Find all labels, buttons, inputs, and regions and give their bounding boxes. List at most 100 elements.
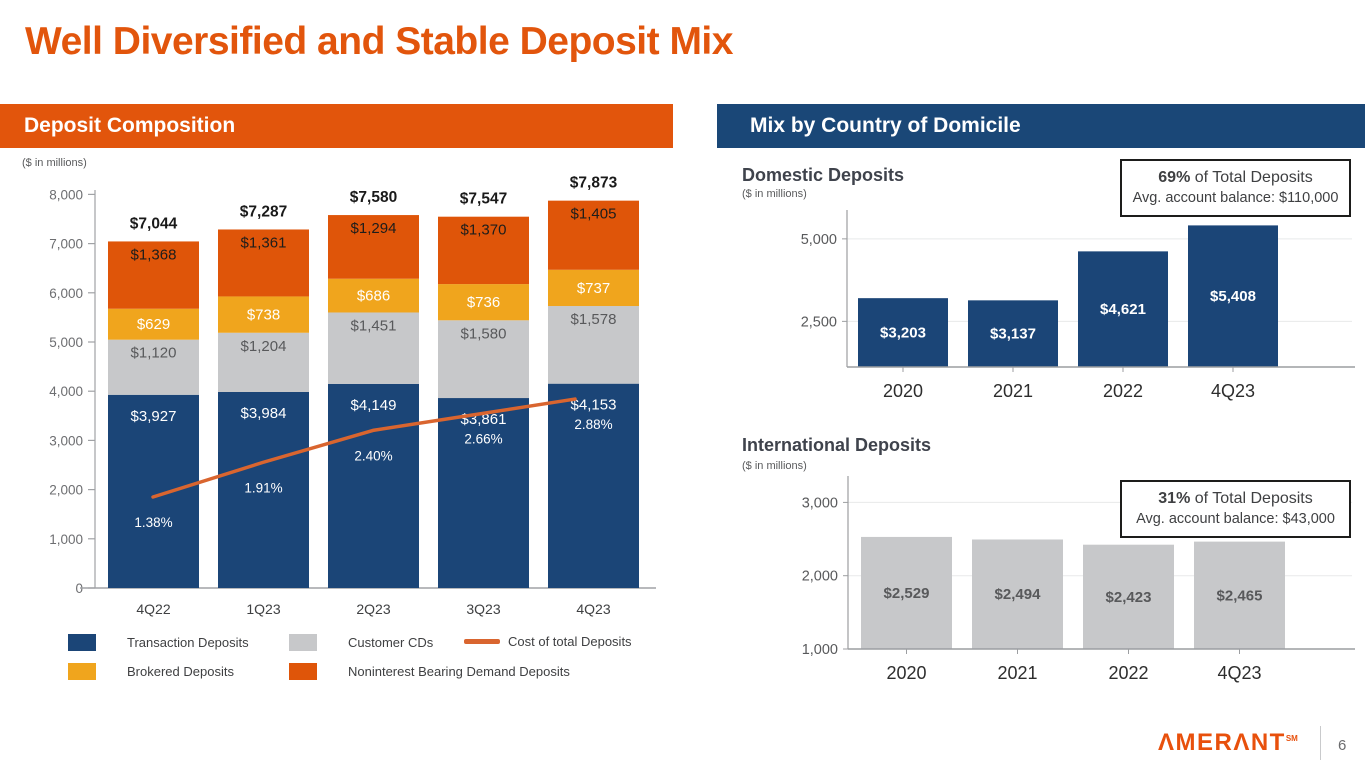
deposit-composition-chart: 0 1,000 2,000 3,000 4,000 5,000 6,000 7,000 8,00… bbox=[49, 175, 656, 617]
segment-value-label: $1,294 bbox=[351, 220, 397, 237]
segment-value-label: $3,984 bbox=[241, 405, 287, 422]
page-title: Well Diversified and Stable Deposit Mix bbox=[25, 20, 733, 63]
legend-item-noninterest-bearing-demand-deposits: Noninterest Bearing Demand Deposits bbox=[289, 663, 570, 680]
y-tick-label: 5,000 bbox=[49, 335, 83, 350]
bar-segment-customer-cds bbox=[328, 312, 419, 384]
y-tick-label: 7,000 bbox=[49, 237, 83, 252]
x-axis-label: 2Q23 bbox=[356, 601, 390, 617]
deposit-composition-header: Deposit Composition bbox=[24, 114, 236, 137]
bar-segment-noninterest-bearing-demand-deposits bbox=[438, 216, 529, 285]
bar-segment-brokered-deposits bbox=[108, 308, 199, 340]
bar-value-label: $2,529 bbox=[884, 585, 930, 602]
units-label-domestic: ($ in millions) bbox=[742, 188, 807, 200]
bar-total-label: $7,287 bbox=[240, 203, 287, 220]
y-tick-label: 3,000 bbox=[802, 495, 838, 511]
y-tick-label: 6,000 bbox=[49, 286, 83, 301]
segment-value-label: $4,153 bbox=[571, 397, 617, 414]
bar-segment-transaction-deposits bbox=[328, 383, 419, 588]
amerant-logo-sm-mark: SM bbox=[1285, 734, 1298, 743]
segment-value-label: $1,120 bbox=[131, 345, 177, 362]
bar-value-label: $3,203 bbox=[880, 325, 926, 342]
international-percent-caption: of Total Deposits bbox=[1190, 490, 1313, 507]
segment-value-label: $1,405 bbox=[571, 206, 617, 223]
footer-divider bbox=[1320, 726, 1321, 760]
segment-value-label: $737 bbox=[577, 280, 610, 297]
bar-segment-noninterest-bearing-demand-deposits bbox=[218, 229, 309, 297]
mix-by-country-header: Mix by Country of Domicile bbox=[750, 114, 1021, 137]
x-axis-label: 2020 bbox=[886, 663, 926, 683]
bar-segment-brokered-deposits bbox=[328, 278, 419, 313]
page-number: 6 bbox=[1338, 737, 1347, 754]
bar-segment-transaction-deposits bbox=[438, 398, 529, 588]
segment-value-label: $3,927 bbox=[131, 408, 177, 425]
amerant-logo-text: ΛMERΛNT bbox=[1158, 729, 1286, 756]
x-axis-label: 2022 bbox=[1108, 663, 1148, 683]
domestic-percent: 69% bbox=[1158, 169, 1191, 186]
bar-segment-transaction-deposits bbox=[108, 394, 199, 588]
bar-total-label: $7,547 bbox=[460, 191, 507, 208]
bar-total-label: $7,873 bbox=[570, 175, 618, 192]
legend-label: Brokered Deposits bbox=[127, 664, 234, 679]
domestic-deposits-title: Domestic Deposits bbox=[742, 165, 905, 185]
x-axis-label: 4Q23 bbox=[1211, 381, 1255, 401]
bar-segment-transaction-deposits bbox=[548, 383, 639, 588]
segment-value-label: $1,370 bbox=[461, 222, 507, 239]
units-label-international: ($ in millions) bbox=[742, 460, 807, 472]
x-axis-label: 1Q23 bbox=[246, 601, 280, 617]
x-axis-label: 2021 bbox=[997, 663, 1037, 683]
domestic-percent-caption: of Total Deposits bbox=[1190, 169, 1313, 186]
mix-by-country-banner: Mix by Country of Domicile bbox=[717, 104, 1365, 148]
y-tick-label: 1,000 bbox=[49, 532, 83, 547]
domestic-deposits-chart: 2,500 5,000 $3,203 2020 $3,137 2021 $4,621 2022… bbox=[801, 210, 1355, 401]
y-tick-label: 5,000 bbox=[801, 232, 837, 248]
y-tick-label: 4,000 bbox=[49, 384, 83, 399]
bar-value-label: $5,408 bbox=[1210, 288, 1256, 305]
segment-value-label: $1,368 bbox=[131, 246, 177, 263]
international-avg-balance: Avg. account balance: $43,000 bbox=[1136, 511, 1335, 527]
bar-value-label: $2,494 bbox=[995, 586, 1042, 603]
international-percent: 31% bbox=[1158, 490, 1191, 507]
cost-pct-label: 2.88% bbox=[574, 417, 612, 432]
segment-value-label: $1,204 bbox=[241, 338, 287, 355]
bar-value-label: $4,621 bbox=[1100, 301, 1146, 318]
y-tick-label: 8,000 bbox=[49, 187, 83, 202]
x-axis-label: 4Q22 bbox=[136, 601, 170, 617]
international-callout-box: 31% of Total Deposits Avg. account balan… bbox=[1120, 480, 1351, 538]
bar-value-label: $2,465 bbox=[1217, 587, 1263, 604]
international-deposits-title: International Deposits bbox=[742, 435, 932, 455]
legend-color-swatch bbox=[289, 663, 317, 680]
bar-segment-noninterest-bearing-demand-deposits bbox=[328, 215, 419, 279]
cost-of-deposits-line bbox=[151, 397, 577, 499]
segment-value-label: $686 bbox=[357, 288, 390, 305]
y-tick-label: 2,500 bbox=[801, 314, 837, 330]
deposit-composition-banner: Deposit Composition bbox=[0, 104, 673, 148]
segment-value-label: $1,361 bbox=[241, 234, 287, 251]
segment-value-label: $738 bbox=[247, 307, 280, 324]
bar-segment-customer-cds bbox=[548, 306, 639, 384]
international-deposits-chart: 1,000 2,000 3,000 $2,529 2020 $2,494 2021 $2,42… bbox=[802, 476, 1355, 683]
units-label-deposit-composition: ($ in millions) bbox=[22, 157, 87, 169]
cost-pct-label: 2.66% bbox=[464, 431, 502, 446]
bar-2021 bbox=[968, 300, 1058, 367]
bar-segment-customer-cds bbox=[218, 332, 309, 392]
legend-label: Noninterest Bearing Demand Deposits bbox=[348, 664, 570, 679]
segment-value-label: $4,149 bbox=[351, 397, 397, 414]
segment-value-label: $629 bbox=[137, 316, 170, 333]
x-axis-label: 4Q23 bbox=[1217, 663, 1261, 683]
cost-pct-label: 2.40% bbox=[354, 448, 392, 463]
legend-color-swatch bbox=[68, 663, 96, 680]
bar-2020 bbox=[858, 298, 948, 367]
x-axis-label: 2021 bbox=[993, 381, 1033, 401]
bar-2022 bbox=[1083, 544, 1174, 649]
bar-segment-noninterest-bearing-demand-deposits bbox=[548, 200, 639, 270]
domestic-callout-box: 69% of Total Deposits Avg. account balan… bbox=[1120, 159, 1351, 217]
bar-segment-transaction-deposits bbox=[218, 391, 309, 588]
x-axis-label: 4Q23 bbox=[576, 601, 610, 617]
bar-segment-brokered-deposits bbox=[438, 284, 529, 321]
y-tick-label: 2,000 bbox=[802, 569, 838, 585]
bar-total-label: $7,580 bbox=[350, 189, 397, 206]
y-tick-label: 1,000 bbox=[802, 642, 838, 658]
y-tick-label: 0 bbox=[75, 581, 83, 596]
bar-total-label: $7,044 bbox=[130, 215, 178, 232]
segment-value-label: $1,578 bbox=[571, 311, 617, 328]
